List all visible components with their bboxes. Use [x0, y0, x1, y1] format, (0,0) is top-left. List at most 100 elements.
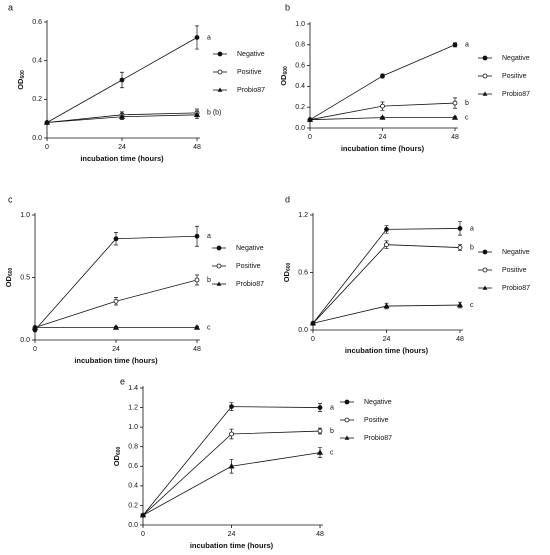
panel-label: e — [120, 376, 125, 386]
y-tick-label: 0.4 — [32, 58, 42, 65]
legend-label: Positive — [237, 69, 262, 76]
marker — [139, 511, 147, 518]
significance-letter: b — [470, 244, 474, 251]
y-tick-label: 1.2 — [128, 404, 138, 411]
marker — [317, 405, 323, 410]
y-tick-label: 0.0 — [32, 135, 42, 142]
legend-label: Probio87 — [237, 87, 265, 94]
marker — [118, 113, 126, 119]
marker — [31, 324, 39, 330]
legend-marker — [217, 69, 223, 75]
legend-marker — [217, 87, 223, 92]
significance-letter: b (b) — [207, 110, 221, 117]
significance-letter: a — [470, 225, 474, 232]
significance-letter: a — [207, 34, 211, 41]
marker — [452, 100, 458, 106]
x-tick-label: 0 — [311, 336, 315, 343]
legend-label: Positive — [502, 73, 527, 80]
legend-marker — [344, 399, 350, 405]
marker — [380, 103, 385, 109]
x-tick-label: 24 — [228, 531, 236, 538]
x-tick-label: 24 — [383, 336, 391, 343]
y-tick-label: 0.6 — [295, 62, 305, 69]
marker — [316, 449, 324, 455]
x-axis-label: incubation time (hours) — [74, 356, 158, 365]
y-axis-label-sub: 600 — [286, 262, 292, 271]
significance-letter: b — [330, 428, 334, 435]
y-axis-label-sub: 600 — [8, 267, 14, 276]
legend-label: Probio87 — [502, 285, 530, 292]
panel-label: d — [285, 194, 290, 204]
legend-label: Probio87 — [502, 91, 530, 98]
marker — [194, 277, 200, 283]
marker — [317, 428, 323, 434]
legend-marker — [482, 73, 488, 79]
marker — [457, 245, 463, 250]
y-tick-label: 0.0 — [298, 327, 308, 334]
y-tick-label: 0.4 — [128, 483, 138, 490]
marker — [309, 319, 317, 326]
y-tick-label: 0.5 — [20, 274, 30, 281]
panel: d 0.0 0.6 1.2 0 24 48 incubation time (hours) OD… — [282, 194, 530, 355]
marker — [456, 301, 464, 308]
legend-label: Negative — [237, 51, 265, 58]
legend-label: Positive — [502, 267, 527, 274]
legend-label: Positive — [236, 263, 261, 270]
y-tick-label: 1.0 — [295, 21, 305, 28]
panel-label: c — [8, 194, 13, 204]
marker — [229, 431, 234, 437]
x-tick-label: 24 — [118, 144, 126, 151]
y-tick-label: 0.0 — [128, 522, 138, 529]
x-axis-label: incubation time (hours) — [190, 541, 274, 550]
marker — [384, 242, 389, 248]
marker — [380, 73, 385, 79]
y-tick-label: 0.4 — [295, 83, 305, 90]
y-axis-label-sub: 600 — [116, 446, 122, 455]
legend-marker — [216, 281, 222, 286]
y-axis-label-main: OD — [282, 270, 291, 282]
legend-label: Positive — [364, 417, 389, 424]
y-axis-label-main: OD — [4, 275, 13, 287]
significance-letter: a — [207, 233, 211, 240]
y-tick-label: 0.0 — [20, 337, 30, 344]
x-axis-label: incubation time (hours) — [80, 154, 164, 163]
legend-marker — [344, 417, 350, 423]
y-axis-label: OD600 — [16, 70, 26, 90]
x-tick-label: 48 — [451, 134, 459, 141]
marker — [43, 119, 51, 125]
x-tick-label: 24 — [379, 134, 387, 141]
y-tick-label: 1.2 — [298, 212, 308, 219]
y-tick-label: 1.4 — [128, 385, 138, 392]
marker — [113, 236, 119, 242]
y-axis-label-main: OD — [16, 78, 25, 90]
panel: b 0.0 0.2 0.4 0.6 0.8 1.0 0 24 48 incubation time … — [279, 2, 530, 153]
significance-letter: c — [207, 324, 211, 331]
x-tick-label: 48 — [456, 336, 464, 343]
legend-marker — [482, 91, 488, 96]
y-tick-label: 0.6 — [32, 19, 42, 26]
x-tick-label: 48 — [193, 144, 201, 151]
y-tick-label: 0.6 — [298, 269, 308, 276]
significance-letter: b — [207, 277, 211, 284]
x-tick-label: 48 — [316, 531, 324, 538]
legend-label: Negative — [502, 55, 530, 62]
panel-label: a — [8, 2, 13, 12]
marker — [451, 114, 459, 120]
significance-letter: c — [330, 449, 334, 456]
x-tick-label: 0 — [33, 346, 37, 353]
marker — [384, 226, 389, 232]
legend-marker — [482, 285, 488, 290]
legend-marker — [482, 55, 488, 61]
legend-label: Probio87 — [236, 281, 264, 288]
y-axis-label: OD600 — [279, 66, 289, 86]
legend-marker — [482, 249, 488, 255]
marker — [379, 114, 386, 120]
marker — [452, 42, 458, 48]
series-line — [312, 244, 461, 324]
panel: e 0.0 0.2 0.4 0.6 0.8 1.0 1.2 1.4 0 24 48 incubation… — [112, 376, 392, 550]
y-axis-label-main: OD — [279, 74, 288, 86]
y-axis-label-main: OD — [112, 454, 121, 466]
y-tick-label: 0.0 — [295, 125, 305, 132]
y-tick-label: 1.0 — [20, 212, 30, 219]
legend-marker — [482, 267, 488, 273]
